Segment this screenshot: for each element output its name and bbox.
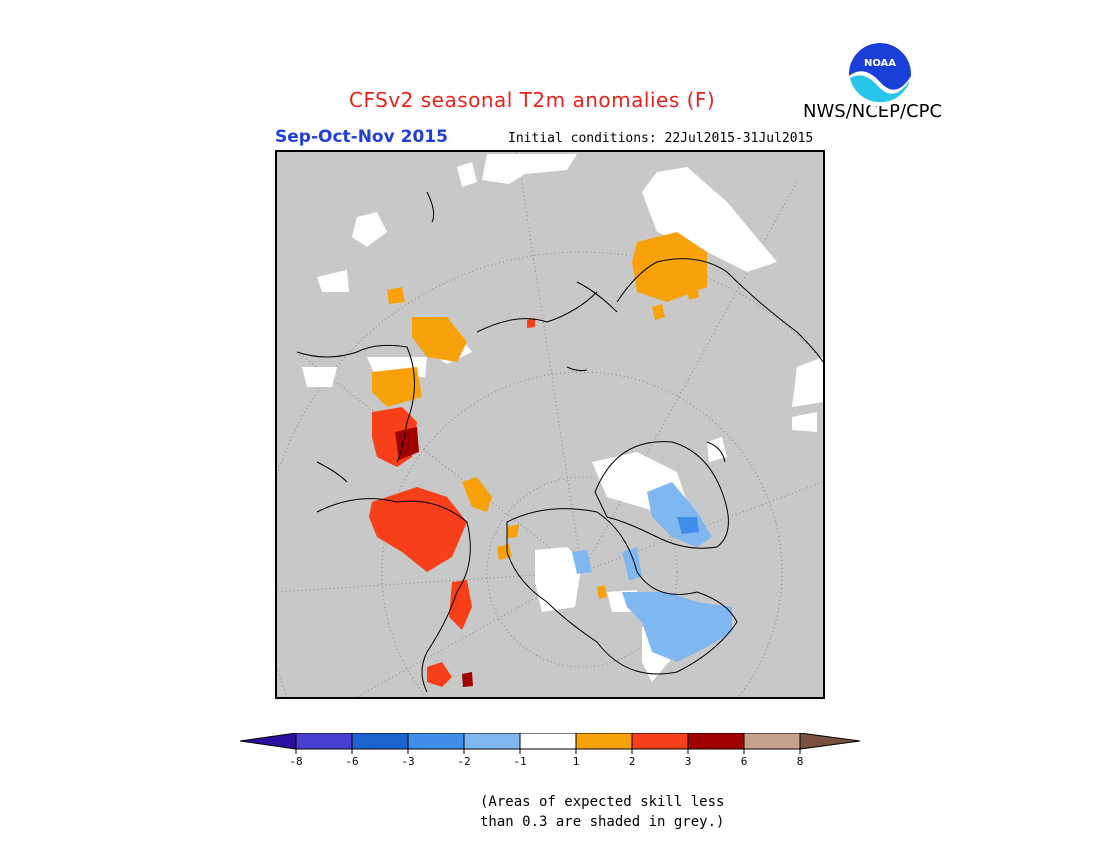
legend-bin-9 — [743, 733, 801, 750]
legend-label: -3 — [401, 755, 414, 768]
color-scale-legend: -8 -6 -3 -2 -1 1 2 3 6 8 — [240, 733, 860, 768]
legend-label: -1 — [513, 755, 526, 768]
coastlines — [296, 191, 823, 693]
skill-note-line1: (Areas of expected skill less — [480, 794, 725, 810]
legend-bin-10 — [799, 733, 860, 750]
logo-text: NOAA — [864, 58, 896, 69]
legend-bin-6 — [575, 733, 633, 750]
legend-label: 1 — [573, 755, 580, 768]
anomaly-neg2-to-neg3 — [677, 517, 699, 534]
polar-map — [275, 150, 825, 699]
skill-note-line2: than 0.3 are shaded in grey.) — [480, 814, 725, 830]
legend-bin-5 — [519, 733, 577, 750]
legend-label: 3 — [685, 755, 692, 768]
initial-conditions: Initial conditions: 22Jul2015-31Jul2015 — [508, 131, 814, 146]
noaa-logo-icon: NOAA — [849, 43, 911, 106]
legend-bin-8 — [687, 733, 745, 750]
anomaly-neg1-to-neg2 — [572, 482, 732, 662]
legend-label: -6 — [345, 755, 358, 768]
agency-label: NWS/NCEP/CPC — [803, 101, 943, 122]
anomaly-1-to-2 — [372, 232, 707, 599]
legend-label: -8 — [289, 755, 302, 768]
skill-note: (Areas of expected skill less than 0.3 a… — [480, 792, 724, 832]
legend-label: -2 — [457, 755, 470, 768]
legend-bin-2 — [351, 733, 409, 750]
legend-label: 8 — [797, 755, 804, 768]
map-canvas — [277, 152, 823, 697]
legend-bin-7 — [631, 733, 689, 750]
legend-bin-3 — [407, 733, 465, 750]
legend-bin-0 — [240, 733, 297, 750]
legend-bin-1 — [295, 733, 353, 750]
forecast-period: Sep-Oct-Nov 2015 — [275, 127, 448, 147]
legend-label: 2 — [629, 755, 636, 768]
map-title: CFSv2 seasonal T2m anomalies (F) — [349, 88, 716, 112]
legend-label: 6 — [741, 755, 748, 768]
legend-bin-4 — [463, 733, 521, 750]
